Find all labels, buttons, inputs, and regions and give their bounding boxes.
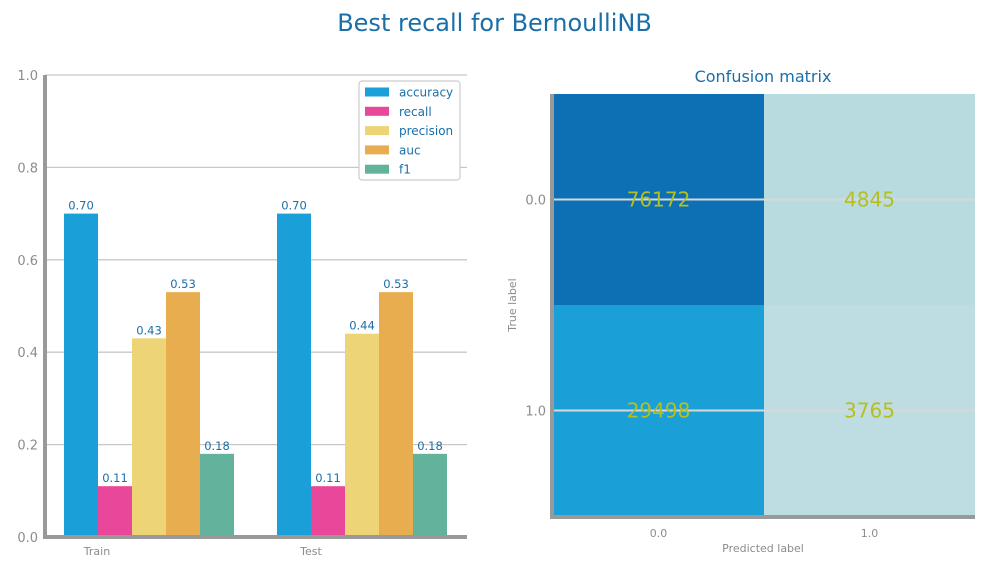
data-label-recall-test: 0.11	[315, 471, 341, 485]
data-label-accuracy-test: 0.70	[281, 199, 307, 213]
data-label-f1-test: 0.18	[417, 439, 443, 453]
bar-auc-train	[166, 292, 200, 537]
cm-y-tick-label: 0.0	[525, 194, 546, 209]
bar-chart-legend: accuracy recall precision auc f1	[358, 80, 461, 181]
confusion-matrix-x-label: Predicted label	[722, 542, 804, 555]
figure-title: Best recall for BernoulliNB	[337, 9, 652, 37]
bar-chart-axes	[43, 75, 467, 539]
legend-swatch-accuracy	[365, 87, 389, 97]
y-tick-label: 0.2	[17, 439, 38, 454]
bar-chart-y-ticks: 0.0 0.2 0.4 0.6 0.8 1.0	[17, 69, 38, 546]
y-tick-label: 0.8	[17, 161, 38, 176]
bar-accuracy-test	[277, 213, 311, 537]
bar-f1-test	[413, 453, 447, 537]
bar-chart-x-ticks: Train Test	[83, 545, 323, 558]
confusion-matrix-y-label: True label	[506, 278, 519, 332]
bar-chart-data-labels: 0.70 0.11 0.43 0.53 0.18 0.70 0.11 0.44 0.53 0.18	[68, 199, 443, 486]
confusion-matrix-axes	[550, 94, 975, 519]
confusion-matrix-title: Confusion matrix	[695, 67, 832, 86]
cm-y-tick-label: 1.0	[525, 405, 546, 420]
cm-value-1-0: 29498	[627, 399, 691, 423]
data-label-auc-train: 0.53	[170, 277, 196, 291]
bar-auc-test	[379, 292, 413, 537]
y-tick-label: 1.0	[17, 69, 38, 84]
bar-precision-test	[345, 333, 379, 537]
cm-x-tick-label: 0.0	[650, 527, 668, 540]
bar-recall-train	[98, 486, 132, 537]
data-label-precision-train: 0.43	[136, 323, 162, 337]
confusion-matrix-gridlines	[553, 198, 975, 412]
data-label-precision-test: 0.44	[349, 319, 375, 333]
legend-box	[358, 80, 461, 181]
y-tick-label: 0.4	[17, 346, 38, 361]
cm-value-0-1: 4845	[844, 188, 895, 212]
bar-chart-bars	[64, 213, 447, 537]
legend-entry-auc: auc	[399, 143, 421, 157]
data-label-f1-train: 0.18	[204, 439, 230, 453]
legend-swatch-recall	[365, 106, 389, 116]
bar-recall-test	[311, 486, 345, 537]
legend-entry-f1: f1	[399, 163, 411, 177]
y-tick-label: 0.0	[17, 531, 38, 546]
legend-entry-precision: precision	[399, 124, 453, 138]
confusion-matrix: Confusion matrix 76172 4845 29498 3765 0.0 1…	[506, 67, 975, 555]
confusion-matrix-values: 76172 4845 29498 3765	[627, 188, 895, 423]
y-tick-label: 0.6	[17, 254, 38, 269]
x-tick-label: Test	[299, 545, 322, 558]
bar-precision-train	[132, 338, 166, 537]
legend-entry-accuracy: accuracy	[399, 86, 453, 100]
x-tick-label: Train	[83, 545, 110, 558]
cm-x-tick-label: 1.0	[861, 527, 879, 540]
legend-swatch-f1	[365, 164, 389, 174]
legend-entry-recall: recall	[399, 105, 432, 119]
legend-swatch-auc	[365, 145, 389, 155]
bar-chart: 0.00.20.40.60.81.0 0.700.110.430.530.180…	[17, 69, 467, 558]
cm-value-1-1: 3765	[844, 399, 895, 423]
cm-value-0-0: 76172	[627, 188, 691, 212]
confusion-matrix-cells	[553, 94, 975, 516]
confusion-matrix-ticks: 0.0 1.0 0.0 1.0	[525, 194, 878, 541]
data-label-auc-test: 0.53	[383, 277, 409, 291]
legend-swatch-precision	[365, 126, 389, 136]
data-label-recall-train: 0.11	[102, 471, 128, 485]
bar-accuracy-train	[64, 213, 98, 537]
data-label-accuracy-train: 0.70	[68, 199, 94, 213]
bar-f1-train	[200, 453, 234, 537]
